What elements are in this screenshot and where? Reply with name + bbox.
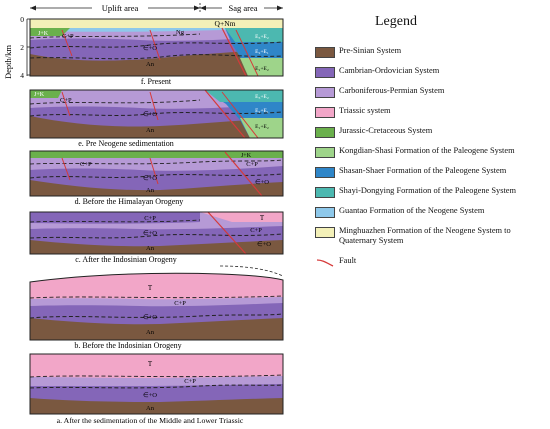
panel-c-label-t: T xyxy=(260,214,265,222)
panel-d-label-jk: J+K xyxy=(241,153,252,159)
panel-e-label-e32: E₃+E₂ xyxy=(255,94,269,100)
depth-tick-0: 0 xyxy=(20,15,24,24)
fault-line-icon xyxy=(316,259,334,267)
panel-f-label-e12: E₁+E₂ xyxy=(255,66,269,72)
depth-tick-2: 2 xyxy=(20,43,24,52)
legend-label: Shasan-Shaer Formation of the Paleogene … xyxy=(339,166,507,175)
legend-swatch xyxy=(315,207,335,218)
legend-swatch xyxy=(315,147,335,158)
panel-d-label-eo: ∈+O xyxy=(143,175,157,182)
panel-e-label-jk: J+K xyxy=(34,92,45,98)
legend-label: Carboniferous-Permian System xyxy=(339,86,445,95)
legend-label: Kongdian-Shasi Formation of the Paleogen… xyxy=(339,146,515,155)
uplift-area-label: Uplift area xyxy=(102,3,139,13)
panel-e-pre-neogene: J+K C+P ∈+O An E₃+E₂ E₂+E₁ E₁+E₂ e. Pre … xyxy=(29,89,284,148)
legend-item: Minghuazhen Formation of the Neogene Sys… xyxy=(315,225,547,245)
panel-f-label-jk: J+K xyxy=(38,31,49,37)
legend-item: Guantao Formation of the Neogene System xyxy=(315,205,547,221)
panel-b-label-an: An xyxy=(146,329,155,336)
legend-swatch xyxy=(315,127,335,138)
panel-f-label-eo: ∈+O xyxy=(143,45,157,52)
legend-label: Minghuazhen Formation of the Neogene Sys… xyxy=(339,226,511,245)
depth-tick-4: 4 xyxy=(20,71,24,80)
panel-e-label-e12: E₁+E₂ xyxy=(255,124,269,130)
panel-a-label-t: T xyxy=(148,360,153,368)
panel-f-present: Q+Nm Ng J+K C+P ∈+O An E₃+E₂ E₂+E₁ E₁+E₂… xyxy=(29,18,284,86)
panel-f-caption: f. Present xyxy=(141,77,172,86)
legend-swatch xyxy=(315,87,335,98)
panel-e-label-an: An xyxy=(146,127,155,134)
legend-item: Kongdian-Shasi Formation of the Paleogen… xyxy=(315,145,547,161)
legend-item: Triassic system xyxy=(315,105,547,121)
panel-e-label-cp: C+P xyxy=(60,97,72,104)
panel-b-caption: b. Before the Indosinian Orogeny xyxy=(74,341,181,350)
depth-axis: Depth/km 0 2 4 xyxy=(3,15,30,80)
panel-e-label-e21: E₂+E₁ xyxy=(255,108,269,114)
legend-swatch xyxy=(315,47,335,58)
panel-e-label-eo: ∈+O xyxy=(143,111,157,118)
panel-f-label-cp: C+P xyxy=(62,33,74,40)
legend-label: Jurassic-Cretaceous System xyxy=(339,126,433,135)
legend-label: Triassic system xyxy=(339,106,391,115)
legend-swatch xyxy=(315,67,335,78)
legend-label: Pre-Sinian System xyxy=(339,46,402,55)
legend-label: Shayi-Dongying Formation of the Paleogen… xyxy=(339,186,517,195)
panel-c-label-an: An xyxy=(146,245,155,252)
depth-axis-label: Depth/km xyxy=(3,45,13,79)
legend-label: Guantao Formation of the Neogene System xyxy=(339,206,485,215)
legend-item: Carboniferous-Permian System xyxy=(315,85,547,101)
panel-f-label-e32: E₃+E₂ xyxy=(255,34,269,40)
legend-item: Fault xyxy=(315,255,547,271)
legend-item: Shayi-Dongying Formation of the Paleogen… xyxy=(315,185,547,201)
sag-area-label: Sag area xyxy=(228,3,257,13)
panel-c-label-eo2: ∈+O xyxy=(257,241,271,248)
legend-swatch xyxy=(315,107,335,118)
legend-item: Jurassic-Cretaceous System xyxy=(315,125,547,141)
legend-item: Cambrian-Ordovician System xyxy=(315,65,547,81)
panel-e-caption: e. Pre Neogene sedimentation xyxy=(78,139,174,148)
panel-b-label-eo: ∈+O xyxy=(143,314,157,321)
legend-swatch xyxy=(315,167,335,178)
legend-item: Shasan-Shaer Formation of the Paleogene … xyxy=(315,165,547,181)
panel-b-label-cp: C+P xyxy=(174,300,186,307)
panel-d-label-eo2: ∈+O xyxy=(255,179,269,186)
panel-d-label-cp: C+P xyxy=(80,161,92,168)
panel-c-label-cp: C+P xyxy=(144,215,156,222)
panel-d-before-himalayan: J+K C+P ∈+O An C+P ∈+O d. Before the Him… xyxy=(29,150,284,206)
panel-d-label-cp2: C+P xyxy=(246,161,258,168)
panel-f-label-e21: E₂+E₁ xyxy=(255,49,269,55)
panel-a-after-triassic-sedimentation: T C+P ∈+O An a. After the sedimentation … xyxy=(29,353,284,425)
legend-title: Legend xyxy=(375,14,417,29)
panel-c-caption: c. After the Indosinian Orogeny xyxy=(75,255,177,264)
legend-swatch xyxy=(315,187,335,198)
panel-f-label-qnm: Q+Nm xyxy=(215,19,236,28)
legend-item: Pre-Sinian System xyxy=(315,45,547,61)
legend-swatch xyxy=(315,227,335,238)
panel-d-caption: d. Before the Himalayan Orogeny xyxy=(75,197,184,206)
panel-a-caption: a. After the sedimentation of the Middle… xyxy=(57,416,244,425)
legend-label: Cambrian-Ordovician System xyxy=(339,66,440,75)
panel-f-label-an: An xyxy=(146,61,155,68)
panel-c-after-indosinian: C+P ∈+O An T C+P ∈+O c. After the Indosi… xyxy=(29,211,284,264)
panel-d-label-an: An xyxy=(146,187,155,194)
panel-c-label-eo: ∈+O xyxy=(143,230,157,237)
legend-label: Fault xyxy=(339,256,357,265)
panel-f-label-ng: Ng xyxy=(176,29,185,36)
panel-a-label-cp: C+P xyxy=(184,378,196,385)
panel-b-before-indosinian: T C+P ∈+O An b. Before the Indosinian Or… xyxy=(29,265,284,350)
panel-a-label-an: An xyxy=(146,405,155,412)
area-header: Uplift area Sag area xyxy=(30,2,283,13)
panel-a-label-eo: ∈+O xyxy=(143,392,157,399)
panel-c-label-cp2: C+P xyxy=(250,227,262,234)
panel-b-label-t: T xyxy=(148,284,153,292)
